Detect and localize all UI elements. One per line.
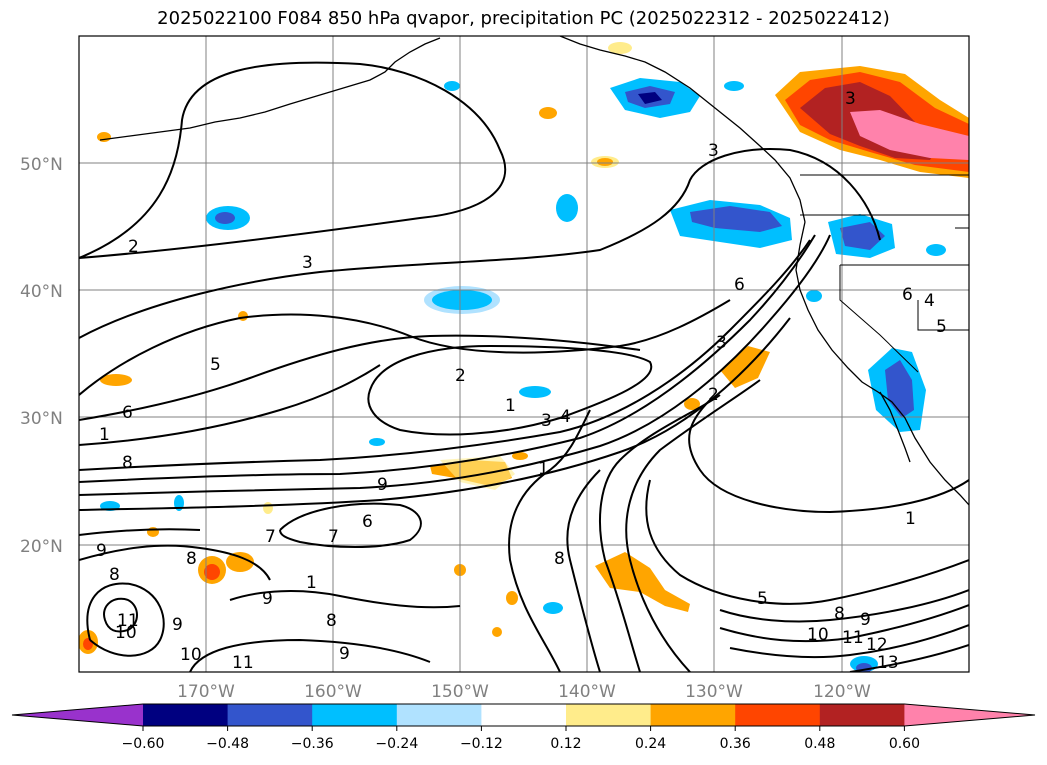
svg-text:3: 3 [302, 253, 313, 273]
svg-text:6: 6 [902, 285, 913, 305]
colorbar-segment [735, 704, 821, 726]
svg-text:4: 4 [924, 291, 935, 311]
graticule [79, 36, 969, 672]
svg-text:11: 11 [232, 653, 254, 673]
colorbar-tick-label: −0.12 [460, 736, 503, 752]
svg-text:10: 10 [115, 623, 137, 643]
svg-text:5: 5 [936, 317, 947, 337]
lon-label-120w: 120°W [813, 682, 871, 702]
colorbar-tick-label: −0.60 [122, 736, 165, 752]
svg-text:2: 2 [708, 385, 719, 405]
colorbar-segment [227, 704, 313, 726]
lon-label-130w: 130°W [685, 682, 743, 702]
colorbar-ticks: −0.60 −0.48 −0.36 −0.24 −0.12 0.12 0.24 0.36 0.4… [122, 726, 920, 752]
svg-text:3: 3 [541, 411, 552, 431]
svg-text:1: 1 [538, 459, 549, 479]
colorbar [11, 703, 1036, 727]
svg-text:4: 4 [560, 407, 571, 427]
svg-text:3: 3 [708, 141, 719, 161]
shaded-regions [79, 42, 969, 672]
svg-text:8: 8 [326, 611, 337, 631]
shade-hawaii-east [595, 552, 690, 612]
colorbar-tick-label: 0.36 [720, 736, 751, 752]
svg-text:6: 6 [362, 512, 373, 532]
svg-text:8: 8 [186, 549, 197, 569]
colorbar-tick-label: 0.60 [889, 736, 920, 752]
svg-text:3: 3 [845, 89, 856, 109]
svg-text:7: 7 [265, 527, 276, 547]
svg-text:13: 13 [877, 653, 899, 673]
svg-text:8: 8 [554, 549, 565, 569]
svg-text:9: 9 [860, 610, 871, 630]
lon-label-140w: 140°W [558, 682, 616, 702]
map-frame [78, 35, 970, 673]
map-panel: 2 3 5 6 1 8 2 1 3 4 3 2 1 6 3 3 4 5 6 9 … [79, 36, 969, 673]
contours [79, 61, 969, 672]
colorbar-segment [396, 704, 482, 726]
colorbar-extend-low [12, 704, 143, 726]
svg-text:8: 8 [109, 565, 120, 585]
svg-text:9: 9 [377, 475, 388, 495]
svg-text:11: 11 [842, 628, 864, 648]
svg-text:7: 7 [328, 527, 339, 547]
svg-text:1: 1 [99, 425, 110, 445]
svg-text:11: 11 [117, 611, 139, 631]
colorbar-tick-label: −0.48 [206, 736, 249, 752]
lon-label-170w: 170°W [177, 682, 235, 702]
colorbar-segment [481, 704, 567, 726]
svg-text:1: 1 [505, 396, 516, 416]
svg-text:9: 9 [96, 541, 107, 561]
svg-text:2: 2 [455, 366, 466, 386]
shade-bc-pink [850, 110, 969, 160]
colorbar-tick-label: −0.36 [291, 736, 334, 752]
svg-text:8: 8 [122, 453, 133, 473]
colorbar-segment [819, 704, 905, 726]
lat-label-30n: 30°N [20, 409, 63, 429]
colorbar-tick-label: 0.48 [804, 736, 835, 752]
colorbar-segment [650, 704, 736, 726]
colorbar-tick-label: −0.24 [375, 736, 418, 752]
svg-text:6: 6 [122, 403, 133, 423]
svg-text:10: 10 [180, 645, 202, 665]
svg-text:3: 3 [716, 333, 727, 353]
svg-text:12: 12 [866, 635, 888, 655]
svg-text:10: 10 [807, 625, 829, 645]
lon-label-160w: 160°W [304, 682, 362, 702]
colorbar-extend-high [904, 704, 1035, 726]
lon-label-150w: 150°W [431, 682, 489, 702]
colorbar-segment [143, 704, 229, 726]
lat-axis-labels: 50°N 40°N 30°N 20°N [20, 155, 63, 557]
lat-label-40n: 40°N [20, 282, 63, 302]
lat-label-20n: 20°N [20, 537, 63, 557]
contour-labels: 2 3 5 6 1 8 2 1 3 4 3 2 1 6 3 3 4 5 6 9 … [96, 89, 947, 673]
svg-text:8: 8 [834, 604, 845, 624]
svg-text:2: 2 [128, 237, 139, 257]
svg-text:5: 5 [757, 589, 768, 609]
svg-text:6: 6 [734, 275, 745, 295]
colorbar-tick-label: 0.12 [550, 736, 581, 752]
colorbar-segment [566, 704, 652, 726]
svg-text:1: 1 [306, 573, 317, 593]
map-title: 2025022100 F084 850 hPa qvapor, precipit… [157, 8, 890, 29]
svg-text:9: 9 [262, 589, 273, 609]
lat-label-50n: 50°N [20, 155, 63, 175]
coastlines [99, 36, 969, 506]
svg-text:1: 1 [905, 509, 916, 529]
svg-text:9: 9 [339, 644, 350, 664]
colorbar-segment [312, 704, 398, 726]
colorbar-tick-label: 0.24 [635, 736, 666, 752]
lon-axis-labels: 170°W 160°W 150°W 140°W 130°W 120°W [177, 682, 871, 702]
svg-text:5: 5 [210, 355, 221, 375]
svg-text:9: 9 [172, 615, 183, 635]
